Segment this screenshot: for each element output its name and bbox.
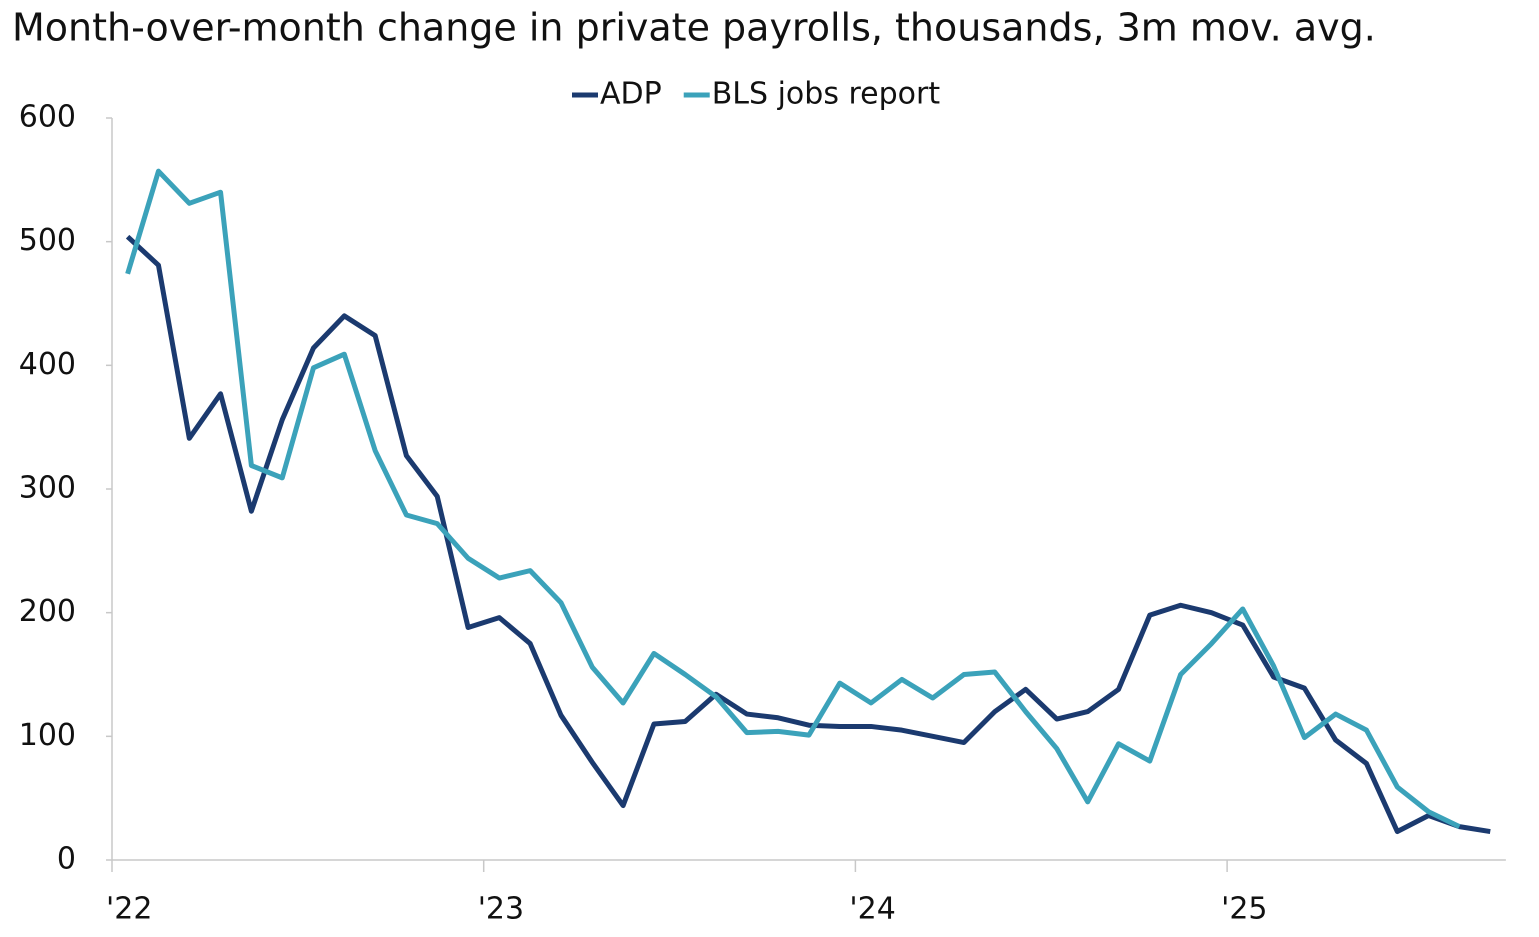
x-tick-label: '23 <box>478 892 524 927</box>
y-tick-label: 500 <box>19 223 76 258</box>
legend: ADP BLS jobs report <box>572 77 940 112</box>
legend-label: ADP <box>600 77 662 112</box>
series-line <box>125 234 1491 835</box>
legend-label: BLS jobs report <box>712 77 941 112</box>
y-tick-label: 0 <box>57 842 76 877</box>
y-tick-label: 100 <box>19 718 76 753</box>
series-line <box>125 168 1461 829</box>
y-tick-label: 300 <box>19 471 76 506</box>
y-tick-label: 200 <box>19 594 76 629</box>
y-tick-label: 600 <box>19 100 76 135</box>
chart-title: Month-over-month change in private payro… <box>12 6 1376 50</box>
y-tick-label: 400 <box>19 347 76 382</box>
x-tick-label: '25 <box>1221 892 1267 927</box>
x-tick-label: '22 <box>106 892 152 927</box>
x-tick-label: '24 <box>849 892 895 927</box>
